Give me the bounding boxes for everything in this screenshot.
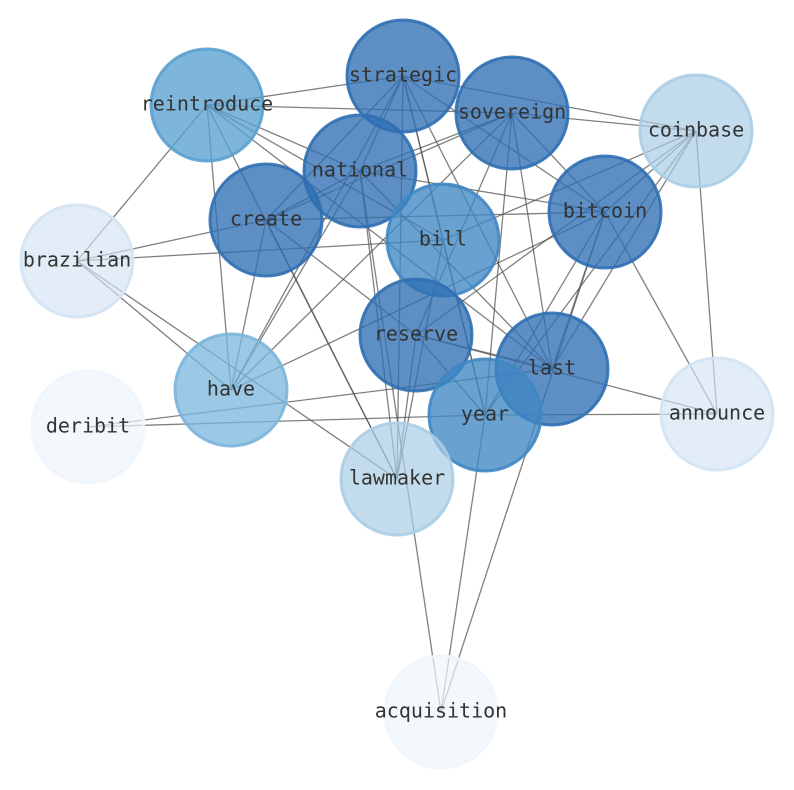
node-label: reserve (374, 322, 458, 346)
node-label: lawmaker (349, 466, 445, 490)
node-label: acquisition (375, 699, 507, 723)
node (358, 277, 474, 393)
node-label: create (230, 207, 302, 231)
node-label: national (312, 158, 408, 182)
node-label: brazilian (23, 248, 131, 272)
node-label: have (207, 377, 255, 401)
node (339, 421, 455, 537)
node (30, 369, 146, 485)
node-label: last (528, 356, 576, 380)
edge (87, 414, 486, 428)
node-label: coinbase (648, 118, 744, 142)
node-label: announce (669, 401, 765, 425)
nodes (19, 18, 775, 770)
node-label: year (461, 402, 509, 426)
node-label: deribit (46, 414, 130, 438)
node (659, 356, 775, 472)
node (19, 203, 135, 319)
node (383, 654, 499, 770)
edge (440, 211, 606, 713)
node-label: strategic (349, 63, 457, 87)
node-label: reintroduce (141, 92, 273, 116)
node (638, 73, 754, 189)
node-label: sovereign (458, 100, 566, 124)
node-label: bitcoin (563, 199, 647, 223)
node (345, 18, 461, 134)
node (173, 332, 289, 448)
node (149, 47, 265, 163)
node (547, 154, 663, 270)
node (208, 162, 324, 278)
node (302, 113, 418, 229)
edge (206, 104, 553, 370)
node-label: bill (419, 227, 467, 251)
node (427, 357, 543, 473)
node (454, 55, 570, 171)
